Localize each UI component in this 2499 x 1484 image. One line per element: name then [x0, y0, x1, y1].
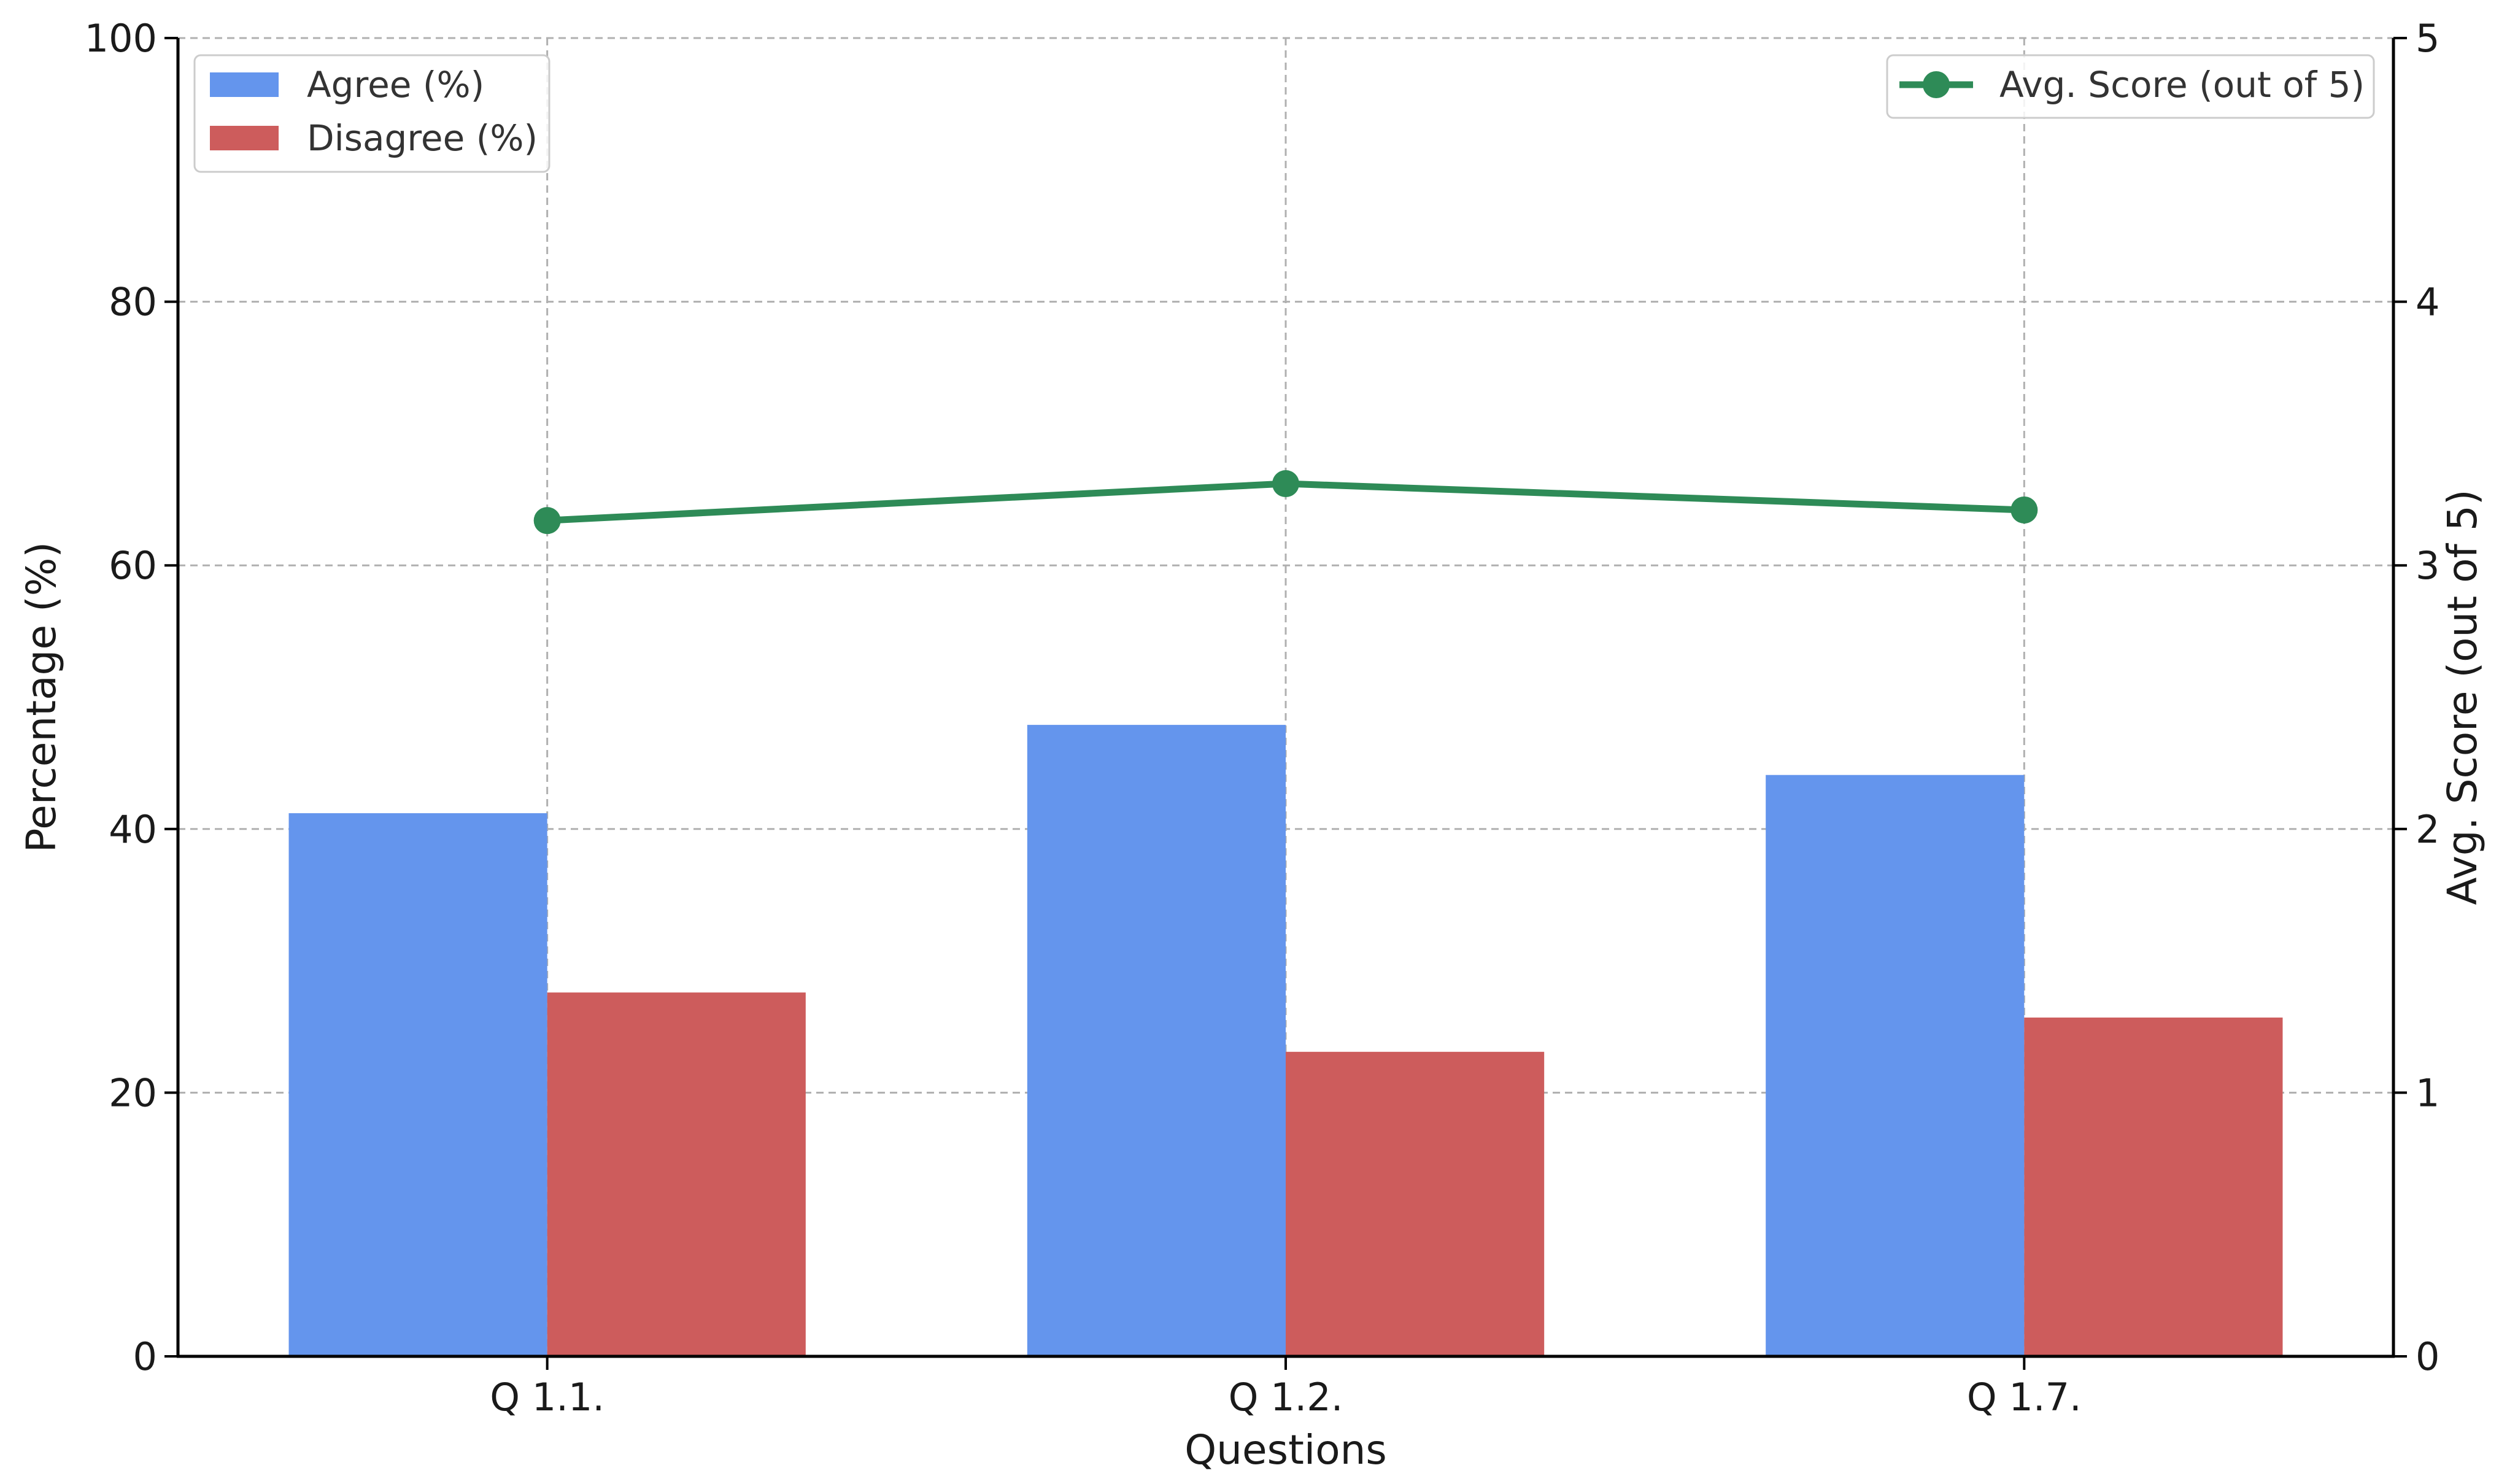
legend-marker-avg-score — [1923, 71, 1950, 98]
legend-label-agree: Agree (%) — [307, 64, 484, 106]
y2-tick-label: 1 — [2416, 1070, 2439, 1115]
legend-label-disagree: Disagree (%) — [307, 117, 538, 159]
y2-tick-label: 3 — [2416, 543, 2439, 588]
bar-disagree — [547, 992, 806, 1356]
y-tick-label: 20 — [109, 1070, 157, 1115]
bar-agree — [1766, 775, 2025, 1356]
avg-score-point — [2010, 496, 2038, 524]
y2-tick-label: 4 — [2416, 280, 2439, 325]
y2-tick-label: 0 — [2416, 1334, 2439, 1379]
y-tick-label: 80 — [109, 280, 157, 325]
y2-tick-label: 5 — [2416, 16, 2439, 61]
legend-swatch-agree — [210, 72, 279, 97]
tick-labels: 0 20 40 60 80 100 0 1 2 3 4 5 Q 1.1. Q 1.2. Q 1.7. — [85, 16, 2440, 1420]
x-tick-label: Q 1.2. — [1229, 1375, 1343, 1420]
bar-agree — [1027, 725, 1286, 1356]
y2-tick-label: 2 — [2416, 807, 2439, 852]
legend-swatch-disagree — [210, 126, 279, 150]
bars — [288, 725, 2283, 1356]
bar-disagree — [2024, 1017, 2283, 1356]
legend-bars-frame — [193, 54, 550, 173]
avg-score-point — [1272, 470, 1299, 498]
x-tick-label: Q 1.7. — [1967, 1375, 2082, 1420]
avg-score-point — [533, 507, 561, 535]
legend-line-frame — [1886, 54, 2375, 119]
axes — [164, 37, 2407, 1370]
y-axis-title: Percentage (%) — [18, 542, 65, 852]
bar-disagree — [1286, 1051, 1545, 1356]
score-line-series — [533, 470, 2038, 535]
legend-label-avg-score: Avg. Score (out of 5) — [1999, 64, 2365, 106]
y-tick-label: 100 — [85, 16, 157, 61]
x-axis-title: Questions — [1184, 1426, 1387, 1474]
legend-bars: Agree (%) Disagree (%) — [193, 54, 550, 173]
x-tick-label: Q 1.1. — [490, 1375, 604, 1420]
y2-axis-title: Avg. Score (out of 5) — [2439, 489, 2486, 905]
y-tick-label: 60 — [109, 543, 157, 588]
y-tick-label: 40 — [109, 807, 157, 852]
legend-line: Avg. Score (out of 5) — [1886, 54, 2375, 119]
y-tick-label: 0 — [133, 1334, 157, 1379]
bar-agree — [288, 813, 547, 1356]
